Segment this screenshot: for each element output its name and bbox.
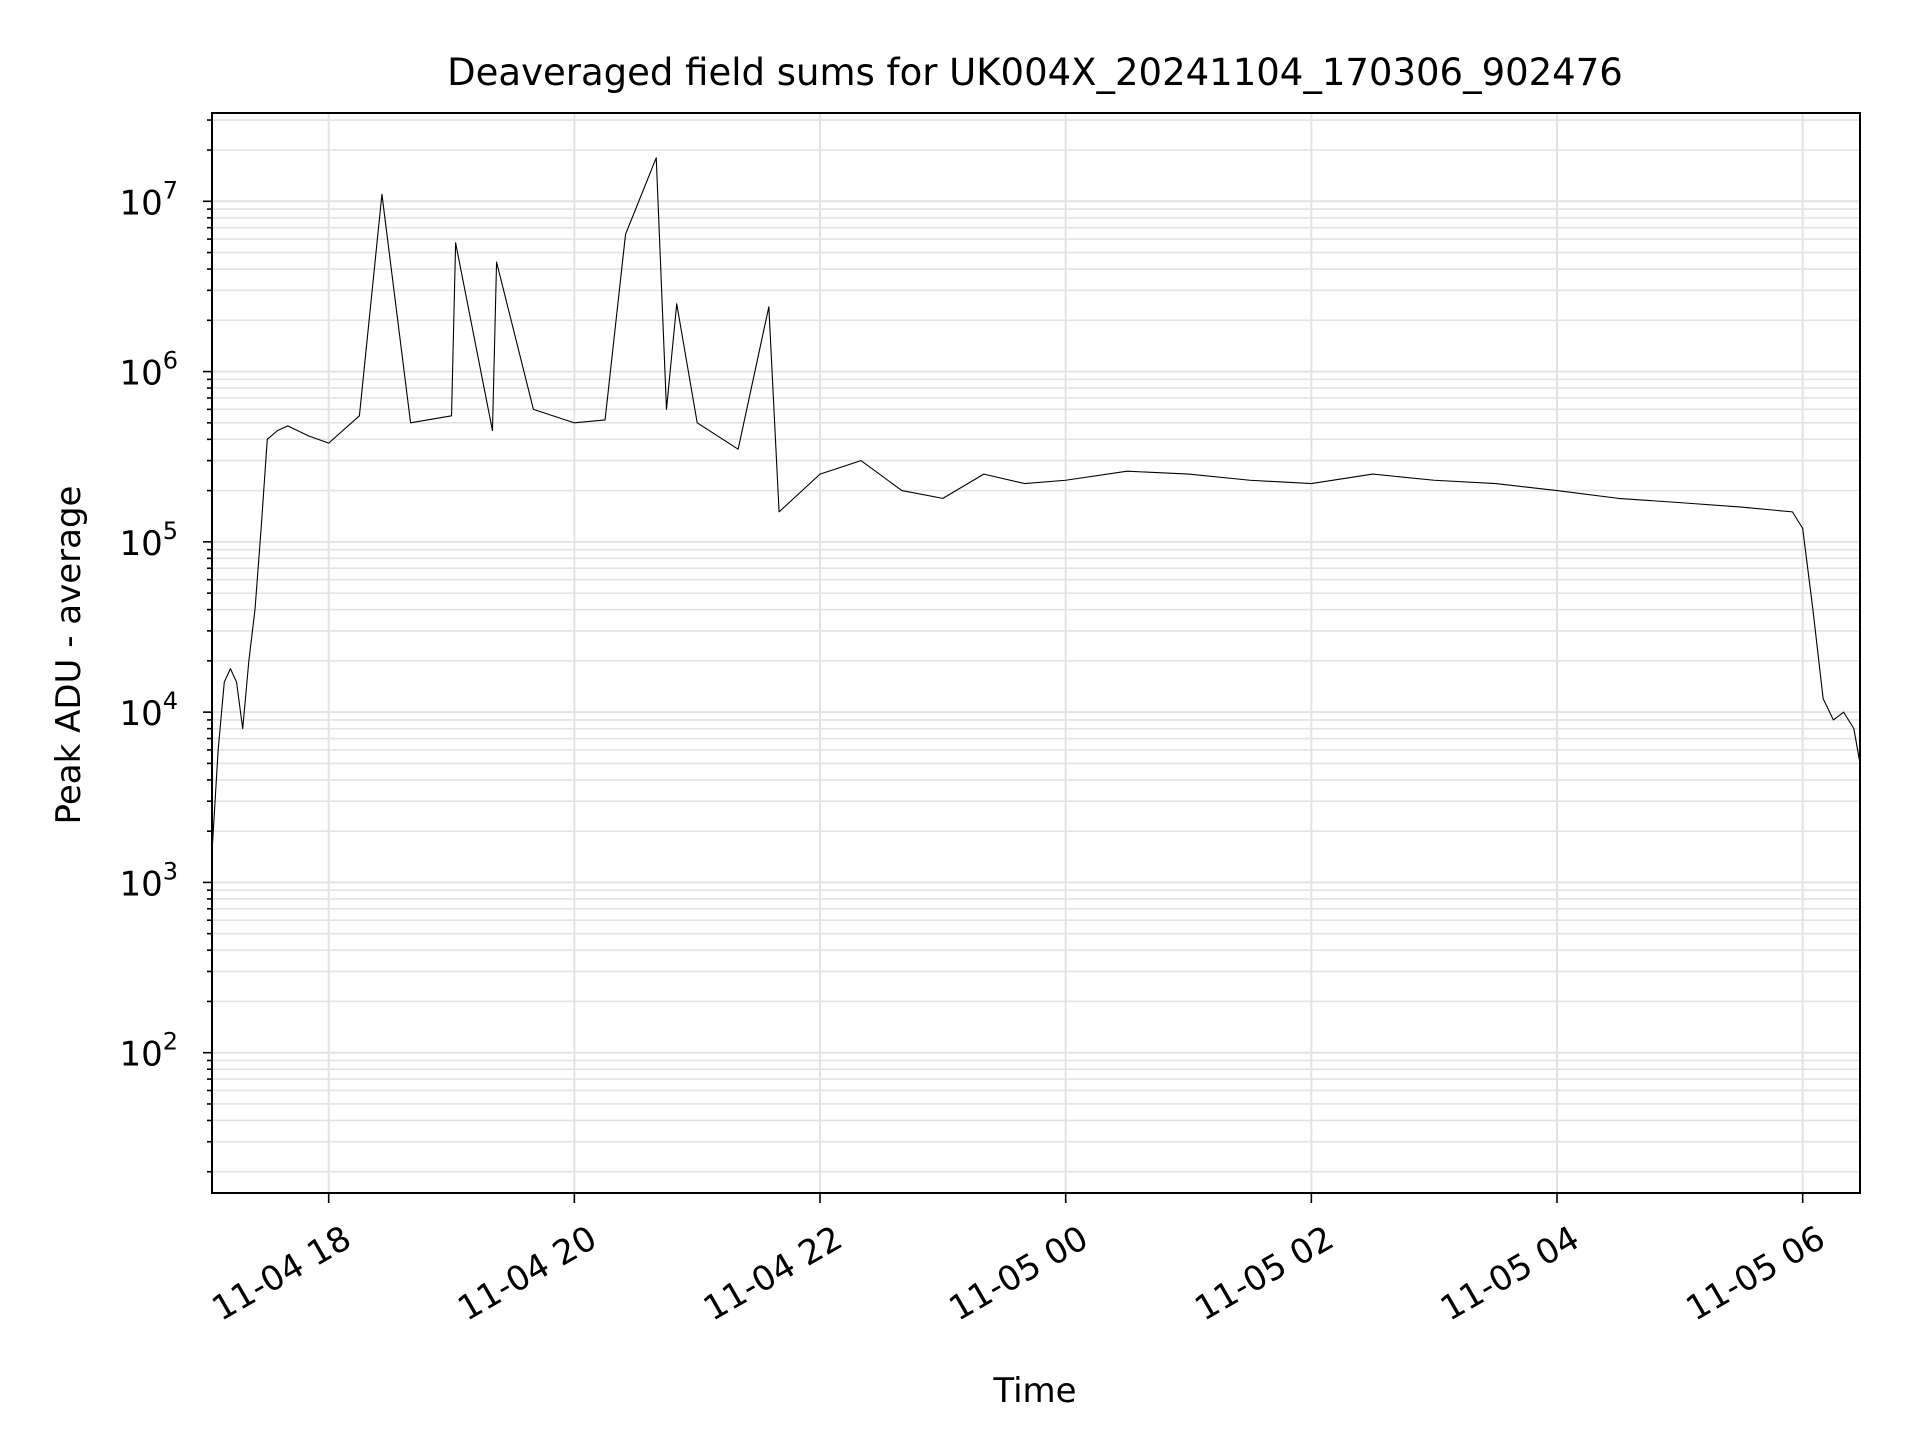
series-layer (211, 157, 1861, 853)
x-tick-label: 11-05 02 (1188, 1218, 1340, 1329)
x-tick-label: 11-05 00 (943, 1218, 1095, 1329)
x-tick-label: 11-04 18 (206, 1218, 358, 1329)
grid-layer (212, 113, 1860, 1193)
y-tick-label: 103 (119, 857, 178, 904)
y-tick-label: 104 (119, 687, 178, 734)
chart-title: Deaveraged field sums for UK004X_2024110… (447, 51, 1623, 94)
tick-layer: 102 103 104 105 106 107 11-04 18 11-04 20 11-04 … (119, 119, 1832, 1329)
series-line (211, 157, 1861, 853)
y-axis-label: Peak ADU - average (49, 486, 89, 825)
x-tick-label: 11-05 04 (1434, 1218, 1586, 1329)
plot-frame (211, 112, 1861, 1194)
x-tick-label: 11-04 20 (451, 1218, 603, 1329)
y-tick-label: 105 (119, 517, 178, 564)
x-tick-label: 11-05 06 (1680, 1218, 1832, 1329)
y-tick-label: 106 (119, 347, 178, 394)
x-axis-label: Time (992, 1371, 1076, 1411)
y-tick-label: 102 (119, 1028, 178, 1075)
y-tick-label: 107 (119, 176, 178, 223)
x-tick-label: 11-04 22 (697, 1218, 849, 1329)
